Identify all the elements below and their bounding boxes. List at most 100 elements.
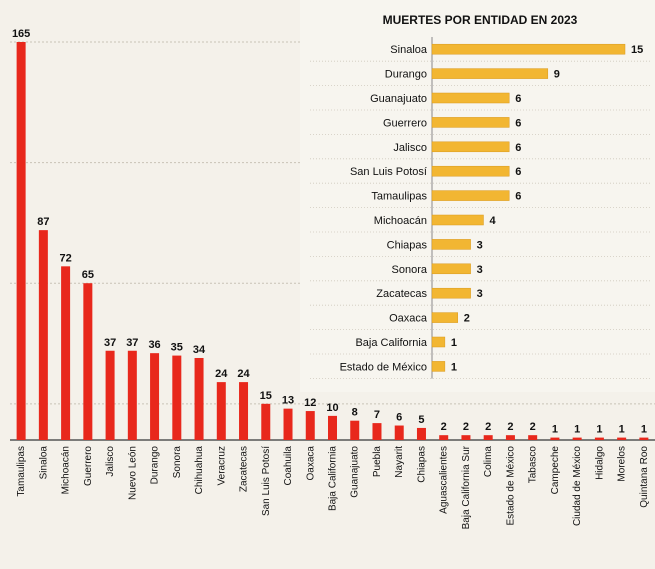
category-label: Morelos bbox=[617, 446, 628, 482]
bar bbox=[283, 408, 293, 440]
bar bbox=[431, 361, 446, 372]
bar-value-label: 36 bbox=[148, 339, 160, 351]
bar-value-label: 6 bbox=[396, 412, 402, 424]
bar-value-label: 1 bbox=[451, 361, 457, 373]
bar-value-label: 6 bbox=[515, 93, 521, 105]
bar bbox=[528, 435, 538, 440]
bar bbox=[328, 415, 337, 440]
bar-value-label: 9 bbox=[554, 69, 560, 81]
bar-value-label: 24 bbox=[237, 368, 250, 380]
category-label: Baja California bbox=[328, 446, 339, 511]
bar-value-label: 1 bbox=[451, 337, 457, 349]
bar-value-label: 13 bbox=[282, 395, 294, 407]
category-label: Nuevo León bbox=[127, 446, 138, 500]
bar bbox=[431, 287, 471, 299]
bar bbox=[439, 435, 449, 440]
bar bbox=[639, 437, 649, 440]
category-label: Michoacán bbox=[61, 446, 72, 494]
category-label: Baja California Sur bbox=[461, 445, 472, 529]
bar bbox=[431, 141, 510, 153]
category-label: Estado de México bbox=[340, 361, 427, 373]
bar bbox=[305, 411, 315, 440]
bar-value-label: 34 bbox=[193, 344, 206, 356]
bar-value-label: 1 bbox=[619, 424, 625, 436]
bar-value-label: 65 bbox=[82, 269, 94, 281]
bar bbox=[594, 437, 604, 440]
bar bbox=[431, 165, 510, 177]
bar-value-label: 24 bbox=[215, 368, 228, 380]
bar bbox=[38, 230, 48, 440]
category-label: San Luis Potosí bbox=[350, 166, 427, 178]
bar-value-label: 72 bbox=[59, 252, 71, 264]
category-label: Tamaulipas bbox=[371, 191, 427, 203]
category-label: Nayarit bbox=[394, 446, 405, 478]
bar-value-label: 2 bbox=[464, 313, 470, 325]
category-label: Michoacán bbox=[374, 215, 427, 227]
bar-value-label: 3 bbox=[477, 239, 483, 251]
category-label: Oaxaca bbox=[305, 446, 316, 481]
bar-value-label: 37 bbox=[126, 337, 138, 349]
bar bbox=[105, 350, 115, 440]
category-label: Oaxaca bbox=[389, 313, 428, 325]
inset-chart-title: MUERTES POR ENTIDAD EN 2023 bbox=[383, 13, 578, 27]
bar-value-label: 2 bbox=[463, 421, 469, 433]
bar bbox=[350, 420, 360, 440]
category-label: Tabasco bbox=[528, 446, 539, 484]
bar bbox=[431, 263, 471, 275]
bar-value-label: 35 bbox=[171, 342, 183, 354]
bar-value-label: 3 bbox=[477, 288, 483, 300]
category-label: Quintana Roo bbox=[639, 446, 650, 508]
bar-value-label: 1 bbox=[552, 424, 558, 436]
bar-value-label: 4 bbox=[489, 215, 496, 227]
bar-value-label: 1 bbox=[641, 424, 647, 436]
bar-value-label: 2 bbox=[507, 421, 513, 433]
category-label: Baja California bbox=[355, 337, 427, 349]
bar bbox=[394, 425, 404, 440]
category-label: Sinaloa bbox=[38, 446, 49, 480]
category-label: Jalisco bbox=[105, 446, 116, 477]
category-label: Durango bbox=[150, 446, 161, 485]
bar-value-label: 165 bbox=[12, 28, 30, 40]
category-label: Jalisco bbox=[393, 142, 427, 154]
bar bbox=[127, 350, 137, 440]
category-label: Estado de México bbox=[505, 446, 516, 526]
bar bbox=[431, 68, 549, 79]
category-label: Zacatecas bbox=[239, 446, 250, 492]
category-label: Chiapas bbox=[416, 446, 427, 483]
bar bbox=[16, 42, 26, 440]
category-label: Chiapas bbox=[387, 239, 428, 251]
bar bbox=[216, 382, 226, 440]
category-label: Guanajuato bbox=[370, 93, 427, 105]
bar bbox=[431, 92, 510, 104]
bar-value-label: 1 bbox=[596, 424, 602, 436]
bar bbox=[505, 435, 515, 440]
category-label: Ciudad de México bbox=[572, 446, 583, 526]
bar bbox=[431, 239, 471, 250]
category-label: Hidalgo bbox=[594, 446, 605, 480]
bar-value-label: 6 bbox=[515, 166, 521, 178]
category-label: Veracruz bbox=[216, 446, 227, 485]
bar bbox=[431, 43, 626, 55]
category-label: Coahuila bbox=[283, 446, 294, 486]
category-label: Guerrero bbox=[383, 117, 427, 129]
bar-value-label: 6 bbox=[515, 142, 521, 154]
bar bbox=[83, 283, 93, 440]
category-label: Colima bbox=[483, 446, 494, 478]
category-label: Tamaulipas bbox=[16, 446, 27, 497]
category-label: Chihuahua bbox=[194, 446, 205, 495]
category-label: Sonora bbox=[172, 446, 183, 479]
category-label: Durango bbox=[385, 69, 427, 81]
inset-bar-chart: MUERTES POR ENTIDAD EN 2023 Sinaloa 15 Dur… bbox=[300, 0, 655, 392]
bar-value-label: 7 bbox=[374, 409, 380, 421]
bar-value-label: 2 bbox=[530, 421, 536, 433]
category-label: Guanajuato bbox=[350, 446, 361, 498]
bar-value-label: 1 bbox=[574, 424, 580, 436]
bar bbox=[572, 437, 582, 440]
bar-value-label: 10 bbox=[326, 402, 338, 414]
bar bbox=[261, 403, 271, 440]
bar bbox=[431, 117, 510, 128]
bar-value-label: 15 bbox=[260, 390, 272, 402]
main-bar-chart: 165Tamaulipas87Sinaloa72Michoacán65Guerr… bbox=[10, 28, 655, 529]
category-label: Sinaloa bbox=[390, 44, 428, 56]
